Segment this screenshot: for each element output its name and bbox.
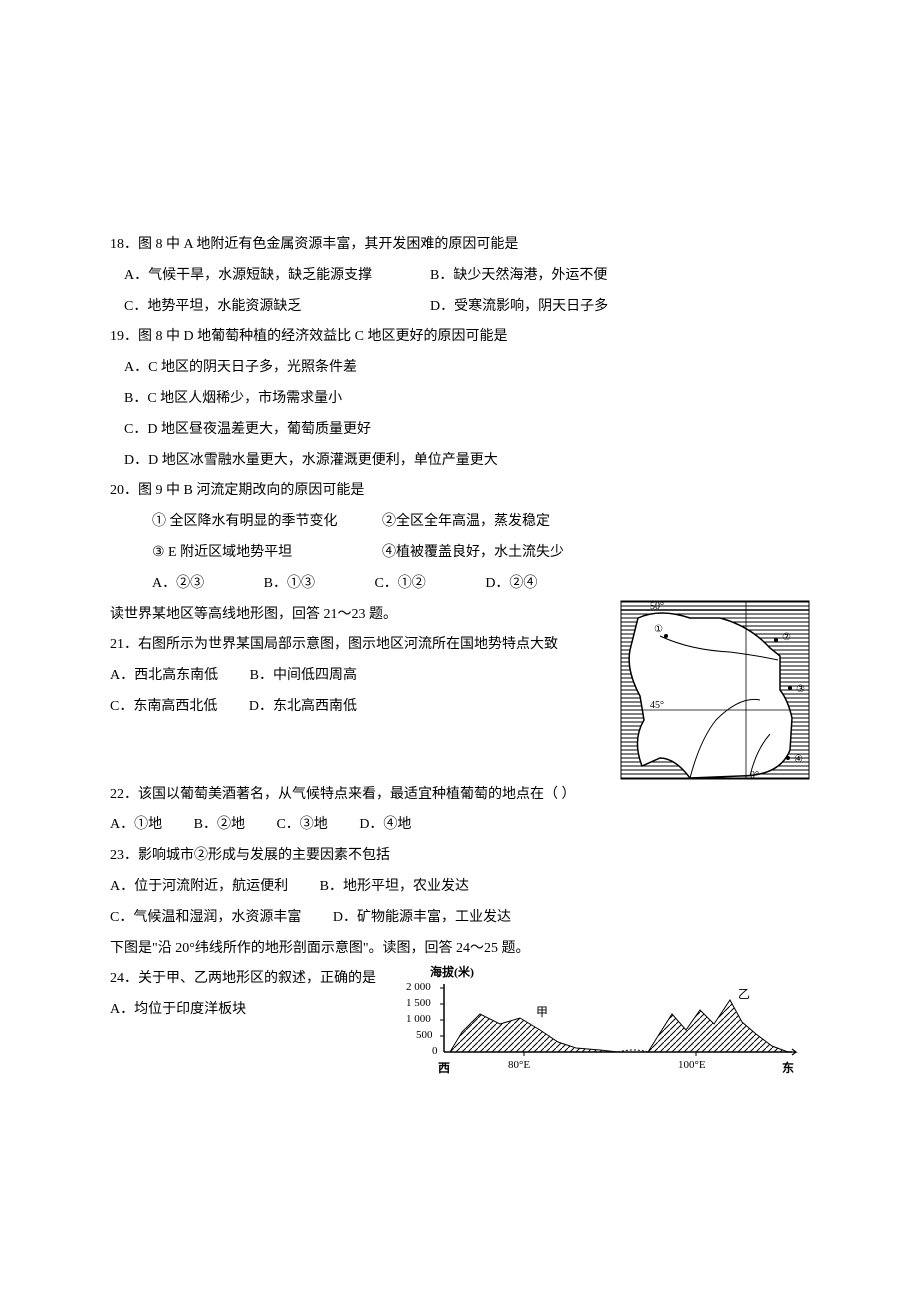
q20-opt-d: D．②④ — [485, 569, 537, 600]
q23-stem: 23．影响城市②形成与发展的主要因素不包括 — [110, 841, 810, 872]
q23-opt-d: D．矿物能源丰富，工业发达 — [333, 903, 511, 934]
q19-opt-a: A．C 地区的阴天日子多，光照条件差 — [110, 353, 810, 384]
q21-stem: 21．右图所示为世界某国局部示意图，图示地区河流所在国地势特点大致 — [110, 630, 616, 661]
yt-1000: 1 000 — [406, 1013, 431, 1025]
q21-opt-d: D．东北高西南低 — [249, 692, 357, 723]
q22-opt-d: D．④地 — [359, 810, 411, 841]
q23-opt-b: B．地形平坦，农业发达 — [320, 872, 469, 903]
q20-s1: ① 全区降水有明显的季节变化 — [152, 507, 382, 538]
xright: 东 — [782, 1060, 794, 1075]
q18-opt-d: D．受寒流影响，阴天日子多 — [430, 292, 810, 323]
figure-france-map: 50° 45° 0° ① ② ③ ④ — [620, 600, 810, 780]
xt-100e: 100°E — [678, 1059, 706, 1071]
pt-3: ③ — [796, 684, 805, 695]
q22-stem: 22．该国以葡萄美酒著名，从气候特点来看，最适宜种植葡萄的地点在（ ） — [110, 780, 810, 811]
q20-s2: ②全区全年高温，蒸发稳定 — [382, 507, 550, 538]
lon-0: 0° — [750, 770, 759, 780]
xleft: 西 — [438, 1061, 450, 1075]
intro-24-25: 下图是"沿 20°纬线所作的地形剖面示意图"。读图，回答 24～25 题。 — [110, 934, 810, 965]
q22-opt-a: A．①地 — [110, 810, 162, 841]
q20-opt-c: C．①② — [374, 569, 425, 600]
lat-45: 45° — [650, 700, 664, 711]
q24-opt-a: A．均位于印度洋板块 — [110, 995, 400, 1026]
q22-opt-b: B．②地 — [194, 810, 245, 841]
q20-stem: 20．图 9 中 B 河流定期改向的原因可能是 — [110, 476, 810, 507]
q19-opt-b: B．C 地区人烟稀少，市场需求量小 — [110, 384, 810, 415]
yt-0: 0 — [432, 1045, 438, 1057]
q20-opt-b: B．①③ — [264, 569, 315, 600]
q21-opt-a: A．西北高东南低 — [110, 661, 218, 692]
q20-opt-a: A．②③ — [152, 569, 204, 600]
q21-opt-b: B．中间低四周高 — [250, 661, 357, 692]
yt-1500: 1 500 — [406, 997, 431, 1009]
label-yi: 乙 — [738, 987, 750, 1001]
q18-stem: 18．图 8 中 A 地附近有色金属资源丰富，其开发困难的原因可能是 — [110, 230, 810, 261]
q19-opt-d: D．D 地区冰雪融水量更大，水源灌溉更便利，单位产量更大 — [110, 446, 810, 477]
pt-2: ② — [782, 632, 791, 643]
q23-opt-c: C．气候温和湿润，水资源丰富 — [110, 903, 301, 934]
q22-opt-c: C．③地 — [276, 810, 327, 841]
q19-opt-c: C．D 地区昼夜温差更大，葡萄质量更好 — [110, 415, 810, 446]
lat-50: 50° — [650, 601, 664, 612]
ylabel: 海拔(米) — [430, 964, 474, 979]
q18-opt-a: A．气候干旱，水源短缺，缺乏能源支撑 — [110, 261, 430, 292]
q24-stem: 24．关于甲、乙两地形区的叙述，正确的是 — [110, 964, 400, 995]
yt-2000: 2 000 — [406, 981, 431, 993]
q19-stem: 19．图 8 中 D 地葡萄种植的经济效益比 C 地区更好的原因可能是 — [110, 322, 810, 353]
pt-1: ① — [654, 624, 663, 635]
q18-opt-b: B．缺少天然海港，外运不便 — [430, 261, 810, 292]
q20-s3: ③ E 附近区域地势平坦 — [152, 538, 382, 569]
intro-21-23: 读世界某地区等高线地形图，回答 21～23 题。 — [110, 600, 616, 631]
yt-500: 500 — [416, 1029, 433, 1041]
label-jia: 甲 — [536, 1005, 548, 1019]
q20-s4: ④植被覆盖良好，水土流失少 — [382, 538, 564, 569]
q23-opt-a: A．位于河流附近，航运便利 — [110, 872, 288, 903]
figure-terrain-profile: 海拔(米) 2 000 1 500 1 000 500 0 甲 乙 — [400, 964, 810, 1084]
q18-opt-c: C．地势平坦，水能资源缺乏 — [110, 292, 430, 323]
pt-4: ④ — [794, 754, 803, 765]
q21-opt-c: C．东南高西北低 — [110, 692, 217, 723]
xt-80e: 80°E — [508, 1059, 530, 1071]
